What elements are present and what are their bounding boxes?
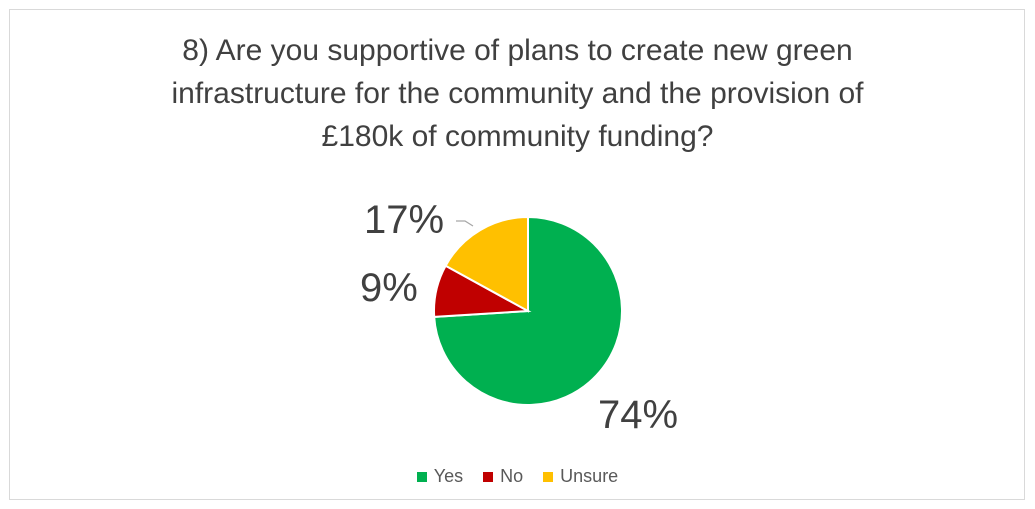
legend-swatch-yes <box>416 471 427 482</box>
chart-title: 8) Are you supportive of plans to create… <box>171 34 864 153</box>
data-label-no: 9% <box>360 266 418 310</box>
legend-swatch-no <box>483 471 494 482</box>
leader-line-unsure <box>456 220 474 227</box>
legend-swatch-unsure <box>543 471 554 482</box>
legend: Yes No Unsure <box>0 466 1035 487</box>
legend-item-no: No <box>483 466 523 487</box>
legend-item-unsure: Unsure <box>543 466 618 487</box>
pie-slice-unsure <box>444 215 529 313</box>
legend-label-yes: Yes <box>433 466 464 486</box>
legend-item-yes: Yes <box>416 466 464 487</box>
pie-slices <box>433 215 623 406</box>
data-label-unsure: 17% <box>364 198 444 242</box>
legend-label-unsure: Unsure <box>560 466 619 486</box>
legend-label-no: No <box>500 466 524 486</box>
data-label-yes: 74% <box>598 393 678 437</box>
